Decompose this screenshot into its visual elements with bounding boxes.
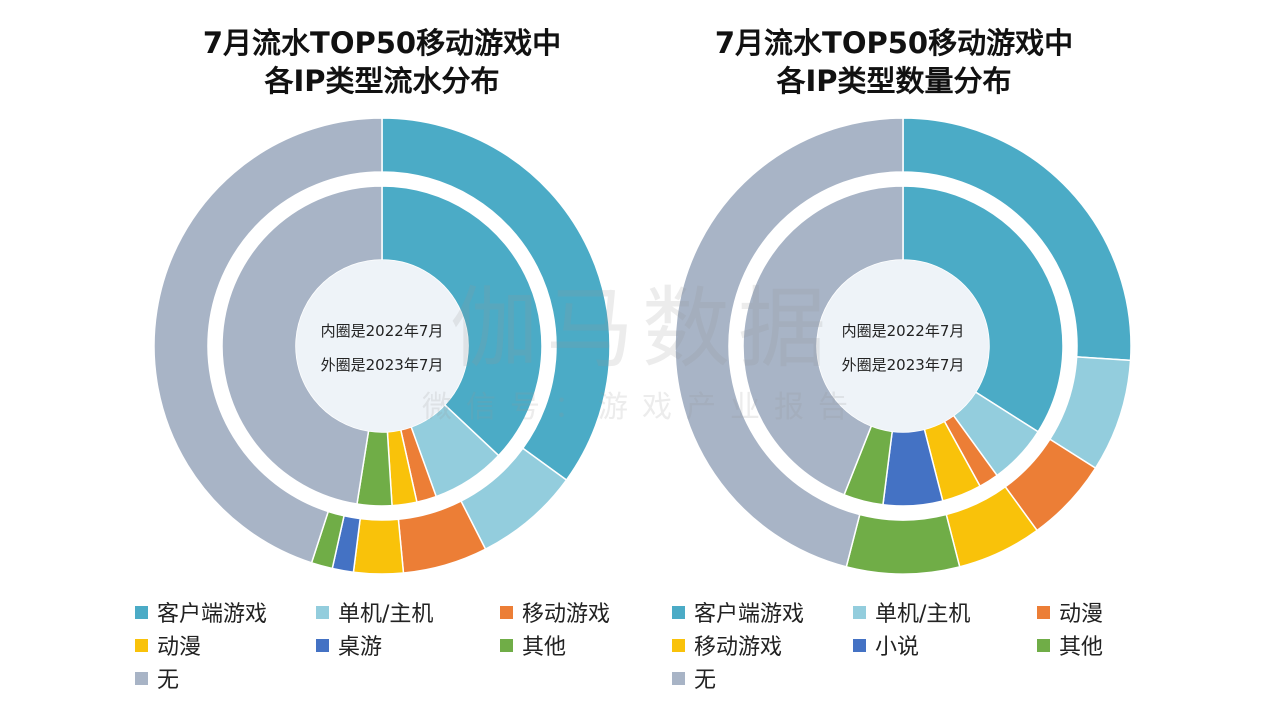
legend-item-移动游戏: 移动游戏 [672,629,782,661]
donut-center [296,260,468,432]
chart-title-line1: 7月流水TOP50移动游戏中 [202,26,562,60]
legend-label: 动漫 [1059,602,1104,627]
chart-title-count: 7月流水TOP50移动游戏中 各IP类型数量分布 [614,24,1174,100]
legend-swatch [316,638,329,652]
legend-swatch [672,638,685,652]
legend-label: 小说 [875,635,920,660]
outer-ring-slice-无 [674,117,904,568]
center-note-inner: 内圈是2022年7月 [842,322,965,340]
legend-swatch [672,671,685,685]
legend-label: 桌游 [338,635,383,660]
chart-title-line1: 7月流水TOP50移动游戏中 [714,26,1074,60]
legend-label: 其他 [1059,635,1104,660]
legend-item-动漫: 动漫 [135,629,201,661]
center-note-outer: 外圈是2023年7月 [842,356,965,374]
legend-item-无: 无 [672,662,716,694]
legend-item-移动游戏: 移动游戏 [500,596,610,628]
chart-title-line2: 各IP类型数量分布 [776,64,1012,98]
legend-label: 无 [694,668,717,693]
legend-item-单机-主机: 单机/主机 [853,596,970,628]
legend-swatch [500,638,513,652]
outer-ring-slice-客户端游戏 [381,117,611,482]
legend-label: 动漫 [157,635,202,660]
legend-swatch [500,605,513,619]
legend-swatch [672,605,685,619]
legend-swatch [316,605,329,619]
center-note-outer: 外圈是2023年7月 [321,356,444,374]
legend-item-客户端游戏: 客户端游戏 [672,596,804,628]
legend-swatch [1037,605,1050,619]
legend-swatch [135,605,148,619]
legend-label: 移动游戏 [694,635,783,660]
legend-item-桌游: 桌游 [316,629,382,661]
outer-ring-slice-其他 [845,513,961,575]
legend-item-其他: 其他 [1037,629,1103,661]
legend-item-客户端游戏: 客户端游戏 [135,596,267,628]
legend-label: 其他 [522,635,567,660]
legend-item-单机-主机: 单机/主机 [316,596,433,628]
legend-swatch [135,671,148,685]
chart-title-line2: 各IP类型流水分布 [264,64,500,98]
donut-center [817,260,989,432]
legend-swatch [1037,638,1050,652]
chart-title-revenue: 7月流水TOP50移动游戏中 各IP类型流水分布 [102,24,662,100]
legend-swatch [853,638,866,652]
legend-item-其他: 其他 [500,629,566,661]
legend-item-无: 无 [135,662,179,694]
legend-label: 客户端游戏 [694,602,805,627]
legend-item-动漫: 动漫 [1037,596,1103,628]
legend-item-小说: 小说 [853,629,919,661]
legend-label: 单机/主机 [338,602,434,627]
legend-swatch [853,605,866,619]
center-note-inner: 内圈是2022年7月 [321,322,444,340]
legend-label: 客户端游戏 [157,602,268,627]
legend-swatch [135,638,148,652]
outer-ring-slice-动漫 [352,517,405,575]
legend-label: 移动游戏 [522,602,611,627]
legend-label: 无 [157,668,180,693]
legend-label: 单机/主机 [875,602,971,627]
outer-ring-slice-无 [153,117,383,564]
